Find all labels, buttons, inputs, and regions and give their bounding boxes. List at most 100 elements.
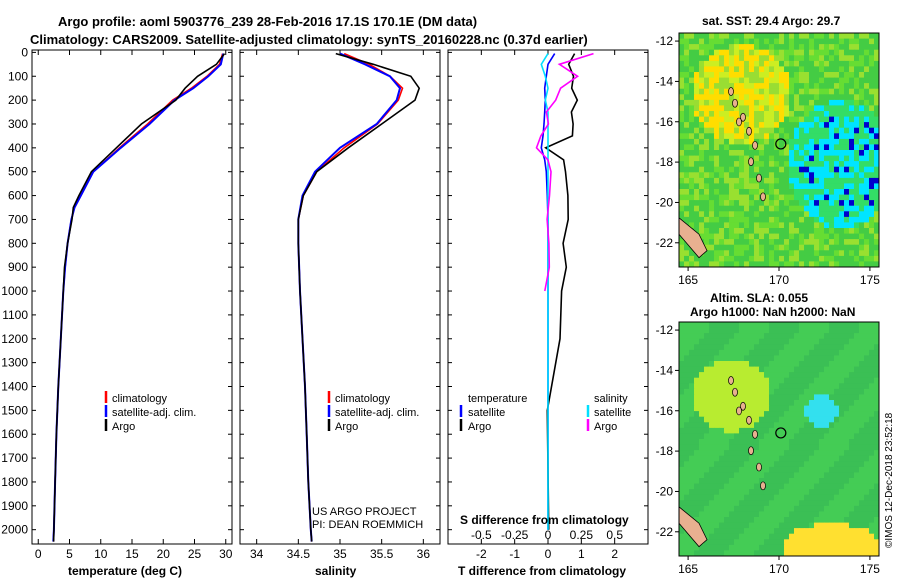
map-cell bbox=[859, 500, 865, 507]
map-cell bbox=[874, 472, 880, 479]
map-cell bbox=[834, 528, 840, 535]
map-cell bbox=[814, 194, 820, 201]
map-cell bbox=[689, 189, 695, 196]
map-cell bbox=[829, 72, 835, 79]
map-cell bbox=[679, 172, 685, 179]
map-cell bbox=[799, 122, 805, 129]
map-cell bbox=[839, 522, 845, 529]
map-cell bbox=[694, 72, 700, 79]
map-cell bbox=[709, 472, 715, 479]
map-cell bbox=[694, 261, 700, 268]
map-cell bbox=[779, 66, 785, 73]
map-cell bbox=[764, 355, 770, 362]
map-cell bbox=[794, 49, 800, 56]
map-cell bbox=[714, 466, 720, 473]
map-cell bbox=[679, 416, 685, 423]
map-cell bbox=[844, 550, 850, 557]
map-cell bbox=[844, 372, 850, 379]
map-cell bbox=[844, 388, 850, 395]
map-cell bbox=[759, 255, 765, 262]
map-cell bbox=[809, 461, 815, 468]
map-cell bbox=[839, 99, 845, 106]
map-cell bbox=[859, 333, 865, 340]
map-cell bbox=[699, 122, 705, 129]
map-cell bbox=[744, 138, 750, 145]
map-cell bbox=[824, 66, 830, 73]
map-cell bbox=[849, 166, 855, 173]
map-cell bbox=[679, 349, 685, 356]
map-cell bbox=[739, 200, 745, 207]
map-cell bbox=[849, 433, 855, 440]
map-cell bbox=[699, 255, 705, 262]
map-cell bbox=[699, 322, 705, 329]
map-cell bbox=[774, 444, 780, 451]
map-cell bbox=[719, 372, 725, 379]
map-cell bbox=[754, 489, 760, 496]
map-cell bbox=[724, 338, 730, 345]
map-cell bbox=[864, 133, 870, 140]
map-cell bbox=[824, 505, 830, 512]
map-cell bbox=[729, 144, 735, 151]
map-cell bbox=[689, 261, 695, 268]
map-cell bbox=[764, 211, 770, 218]
map-cell bbox=[789, 528, 795, 535]
map-cell bbox=[694, 439, 700, 446]
map-cell bbox=[794, 422, 800, 429]
map-cell bbox=[699, 55, 705, 62]
map-cell bbox=[739, 261, 745, 268]
map-cell bbox=[689, 127, 695, 134]
map-cell bbox=[734, 361, 740, 368]
map-cell bbox=[774, 466, 780, 473]
legend-s-argo: Argo bbox=[594, 421, 617, 433]
map-cell bbox=[724, 177, 730, 184]
map-cell bbox=[834, 150, 840, 157]
map-cell bbox=[834, 355, 840, 362]
map-cell bbox=[684, 88, 690, 95]
map-cell bbox=[704, 366, 710, 373]
map-cell bbox=[699, 405, 705, 412]
map-cell bbox=[809, 550, 815, 557]
map-cell bbox=[824, 222, 830, 229]
map-cell bbox=[759, 450, 765, 457]
map-cell bbox=[679, 250, 685, 257]
map-cell bbox=[814, 72, 820, 79]
map-cell bbox=[784, 433, 790, 440]
map-cell bbox=[714, 327, 720, 334]
map-cell bbox=[744, 394, 750, 401]
map-cell bbox=[779, 544, 785, 551]
map-cell bbox=[779, 133, 785, 140]
map-cell bbox=[709, 255, 715, 262]
map-cell bbox=[754, 44, 760, 51]
map-cell bbox=[849, 355, 855, 362]
map-cell bbox=[829, 44, 835, 51]
map-cell bbox=[779, 444, 785, 451]
map-cell bbox=[699, 172, 705, 179]
map-cell bbox=[754, 200, 760, 207]
map-cell bbox=[689, 49, 695, 56]
map-cell bbox=[729, 511, 735, 518]
map-cell bbox=[869, 327, 875, 334]
map-cell bbox=[859, 66, 865, 73]
map-cell bbox=[729, 500, 735, 507]
map-cell bbox=[684, 66, 690, 73]
map-cell bbox=[724, 400, 730, 407]
map-cell bbox=[759, 88, 765, 95]
map-cell bbox=[704, 511, 710, 518]
map-cell bbox=[684, 161, 690, 168]
map-cell bbox=[804, 250, 810, 257]
map-cell bbox=[744, 388, 750, 395]
map-cell bbox=[774, 355, 780, 362]
map-cell bbox=[704, 111, 710, 118]
map-cell bbox=[694, 150, 700, 157]
map-cell bbox=[789, 155, 795, 162]
map-cell bbox=[789, 327, 795, 334]
map-cell bbox=[754, 494, 760, 501]
map-cell bbox=[794, 183, 800, 190]
map-cell bbox=[699, 116, 705, 123]
map-cell bbox=[709, 99, 715, 106]
map-cell bbox=[699, 138, 705, 145]
map-cell bbox=[734, 411, 740, 418]
map-cell bbox=[724, 216, 730, 223]
map-cell bbox=[789, 550, 795, 557]
map-cell bbox=[699, 200, 705, 207]
